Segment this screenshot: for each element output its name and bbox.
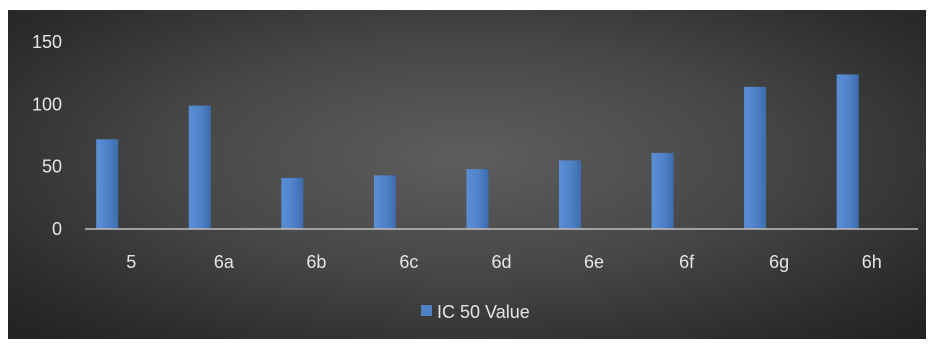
bar-6g xyxy=(744,86,767,229)
y-tick-label: 0 xyxy=(52,219,62,239)
y-tick-label: 100 xyxy=(32,94,62,114)
y-axis-tick-labels: 0 50 100 150 xyxy=(32,32,62,239)
bar-6f xyxy=(651,152,674,229)
x-tick-label: 6h xyxy=(862,252,882,272)
bar-6d xyxy=(466,169,489,229)
x-tick-label: 6b xyxy=(306,252,326,272)
x-tick-label: 6g xyxy=(769,252,789,272)
bar-5 xyxy=(96,139,119,229)
bar-6e xyxy=(558,160,581,229)
x-tick-label: 5 xyxy=(126,252,136,272)
x-tick-label: 6f xyxy=(679,252,695,272)
legend: IC 50 Value xyxy=(421,302,530,322)
x-tick-label: 6e xyxy=(584,252,604,272)
y-tick-label: 50 xyxy=(42,157,62,177)
x-tick-label: 6a xyxy=(214,252,235,272)
bar-6b xyxy=(281,177,304,229)
legend-swatch xyxy=(421,305,432,316)
y-tick-label: 150 xyxy=(32,32,62,52)
bar-series xyxy=(96,74,859,229)
legend-label: IC 50 Value xyxy=(437,302,530,322)
bar-6c xyxy=(373,175,396,229)
x-axis-tick-labels: 5 6a 6b 6c 6d 6e 6f 6g 6h xyxy=(126,252,881,272)
x-tick-label: 6c xyxy=(399,252,418,272)
bar-6a xyxy=(188,105,211,229)
bar-6h xyxy=(836,74,859,229)
x-tick-label: 6d xyxy=(491,252,511,272)
